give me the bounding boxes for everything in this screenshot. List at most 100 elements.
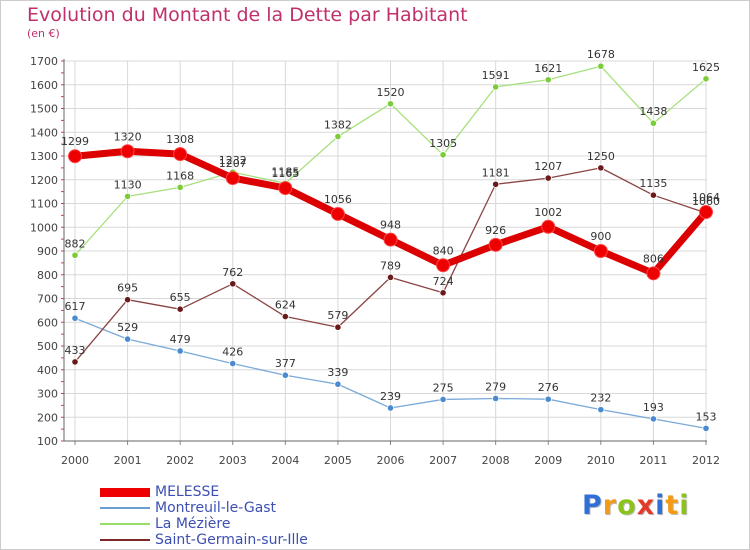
data-point — [386, 404, 395, 412]
y-tick-label: 900 — [37, 245, 58, 258]
data-label: 275 — [433, 381, 454, 394]
data-label: 789 — [380, 259, 401, 272]
data-point — [123, 335, 132, 343]
data-label: 1678 — [587, 48, 615, 61]
data-label: 1165 — [271, 167, 299, 180]
y-tick-label: 700 — [37, 293, 58, 306]
x-tick-label: 2004 — [271, 454, 299, 467]
x-tick-label: 2002 — [166, 454, 194, 467]
data-label: 1320 — [114, 130, 142, 143]
legend-label: MELESSE — [155, 484, 220, 500]
data-label: 426 — [222, 346, 243, 359]
data-point — [281, 371, 289, 379]
data-label: 1002 — [534, 206, 562, 219]
data-point — [229, 280, 237, 288]
data-label: 232 — [590, 392, 611, 405]
legend-swatch — [100, 539, 150, 541]
data-point — [439, 151, 447, 159]
data-label: 840 — [433, 244, 454, 257]
data-point — [492, 83, 500, 91]
logo-letter: t — [665, 490, 680, 521]
x-tick-label: 2003 — [219, 454, 247, 467]
data-point — [176, 305, 184, 313]
legend-item: La Mézière — [100, 516, 308, 532]
legend-label: Montreuil-le-Gast — [155, 500, 277, 516]
legend-item: MELESSE — [100, 484, 308, 500]
data-point — [439, 395, 447, 404]
y-tick-label: 200 — [37, 411, 58, 424]
data-point — [120, 144, 135, 159]
data-label: 1207 — [534, 160, 562, 173]
data-label: 276 — [538, 381, 559, 394]
data-point — [281, 312, 289, 321]
y-tick-label: 1300 — [30, 150, 58, 163]
data-label: 900 — [590, 230, 611, 243]
data-point — [71, 251, 79, 259]
data-label: 926 — [485, 224, 506, 237]
data-point — [439, 289, 447, 297]
logo-letter: o — [617, 490, 637, 521]
legend-swatch — [100, 487, 150, 497]
proxiti-logo: Proxiti — [582, 490, 690, 521]
data-point — [699, 205, 713, 220]
data-point — [173, 147, 188, 162]
data-label: 1130 — [114, 178, 142, 191]
data-point — [544, 174, 552, 182]
x-tick-label: 2006 — [377, 454, 405, 467]
data-point — [541, 219, 556, 234]
y-tick-label: 1500 — [30, 103, 58, 116]
chart-title: Evolution du Montant de la Dette par Hab… — [27, 4, 468, 26]
data-point — [488, 237, 503, 252]
y-tick-label: 400 — [37, 364, 58, 377]
logo-letter: P — [582, 490, 603, 521]
data-label: 153 — [696, 410, 717, 423]
data-point — [71, 358, 79, 366]
data-label: 579 — [327, 309, 348, 322]
data-label: 948 — [380, 219, 401, 232]
data-point — [544, 395, 552, 403]
data-point — [334, 132, 342, 141]
data-point — [278, 181, 293, 196]
data-label: 806 — [643, 252, 664, 265]
data-point — [649, 119, 658, 127]
data-point — [330, 206, 345, 221]
data-point — [386, 273, 395, 281]
legend: MELESSE Montreuil-le-Gast La Mézière Saint-… — [100, 484, 308, 548]
data-point — [646, 266, 661, 281]
data-point — [71, 314, 79, 322]
x-tick-label: 2009 — [534, 454, 562, 467]
data-label: 1168 — [166, 169, 194, 182]
data-point — [597, 164, 605, 172]
data-point — [334, 380, 342, 388]
data-label: 695 — [117, 282, 138, 295]
x-tick-label: 2008 — [482, 454, 510, 467]
data-point — [649, 415, 658, 423]
data-point — [492, 394, 500, 403]
legend-swatch — [100, 507, 150, 509]
data-label: 1056 — [324, 193, 352, 206]
x-tick-label: 2007 — [429, 454, 457, 467]
data-label: 1135 — [639, 177, 667, 190]
data-label: 1060 — [692, 195, 720, 208]
data-label: 1250 — [587, 150, 615, 163]
y-tick-label: 500 — [37, 340, 58, 353]
data-point — [702, 424, 710, 433]
logo-letter: r — [602, 490, 618, 521]
data-label: 1591 — [482, 69, 510, 82]
data-label: 1382 — [324, 119, 352, 132]
data-point — [123, 192, 132, 200]
data-label: 1621 — [534, 62, 562, 75]
data-label: 433 — [65, 344, 86, 357]
data-point — [383, 232, 398, 247]
data-label: 1181 — [482, 166, 510, 179]
data-label: 1232 — [219, 154, 247, 167]
x-tick-label: 2010 — [587, 454, 615, 467]
data-label: 617 — [65, 300, 86, 313]
data-label: 724 — [433, 275, 454, 288]
data-point — [123, 296, 132, 304]
data-point — [593, 244, 608, 258]
data-label: 1207 — [219, 157, 247, 170]
y-tick-label: 300 — [37, 388, 58, 401]
x-tick-label: 2001 — [114, 454, 142, 467]
